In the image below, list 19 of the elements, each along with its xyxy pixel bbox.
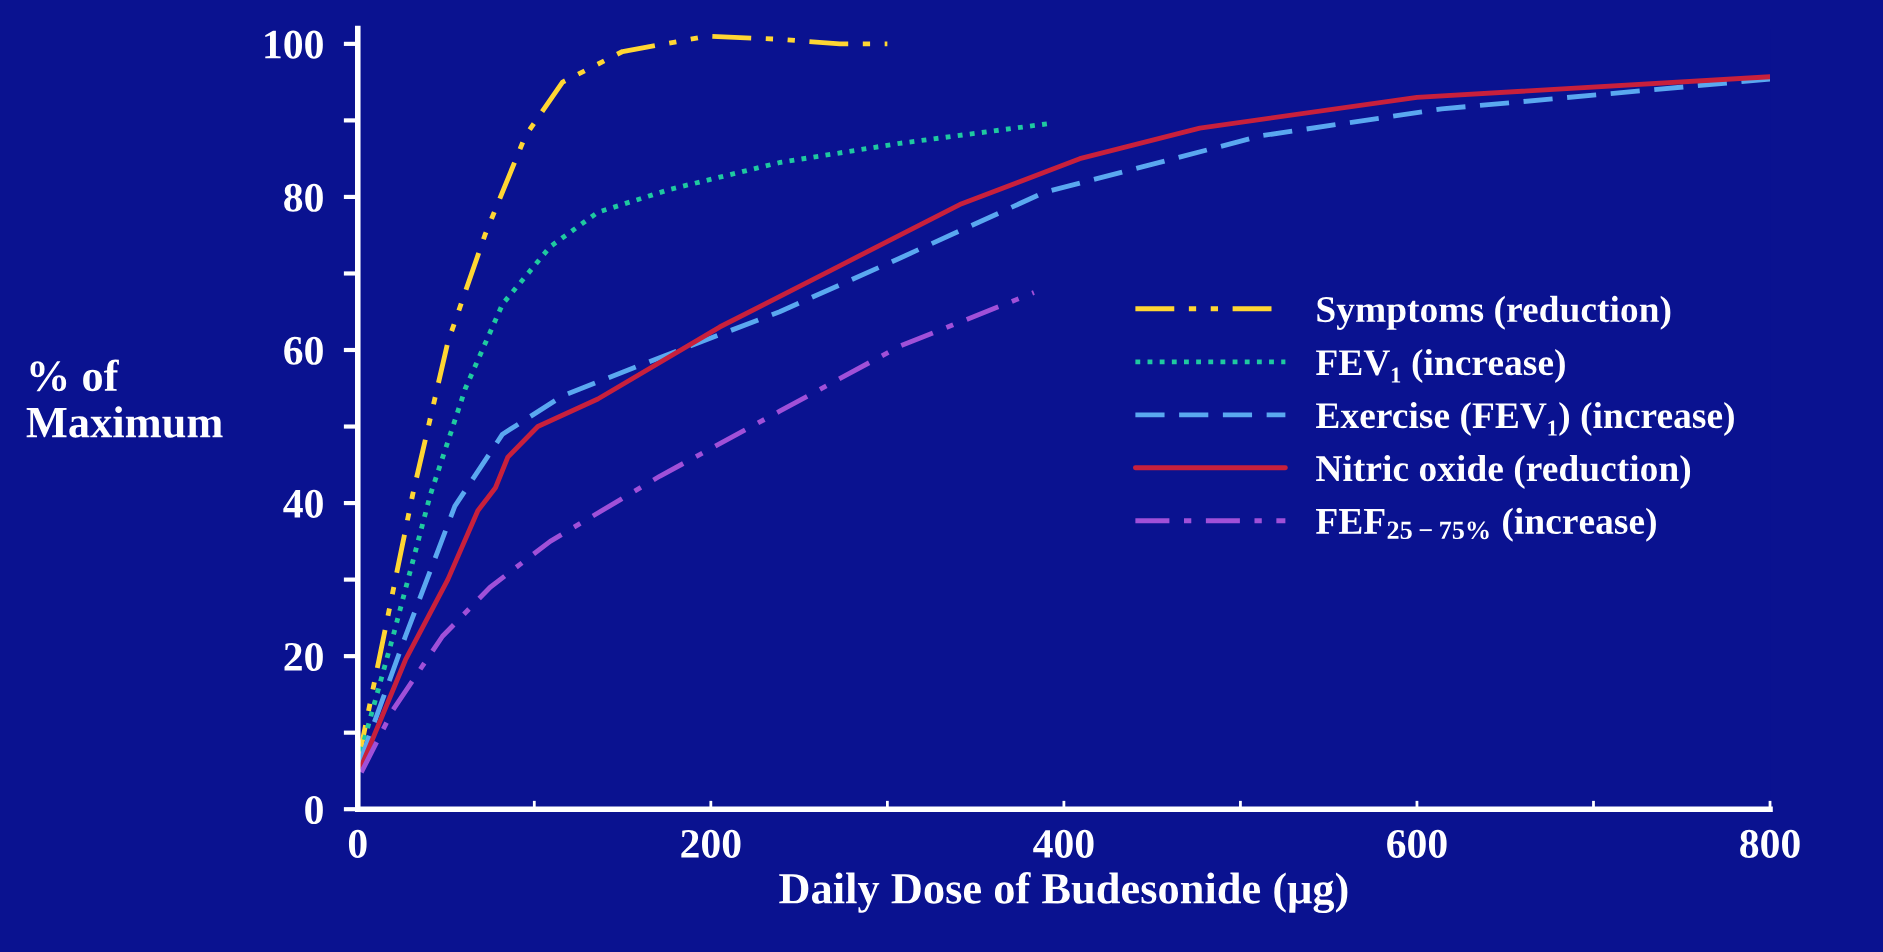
legend-label: FEV₁ (increase) bbox=[1316, 348, 1565, 383]
line-series bbox=[358, 290, 1037, 775]
x-tick-label: 400 bbox=[1033, 829, 1094, 858]
y-tick-label: 60 bbox=[284, 336, 323, 365]
x-axis-title: Daily Dose of Budesonide (μg) bbox=[779, 871, 1348, 914]
legend-label: FEF$_{25−75%}$ (increase) bbox=[1316, 507, 1656, 542]
x-tick-label: 200 bbox=[681, 829, 741, 858]
x-tick-label: 600 bbox=[1387, 829, 1447, 858]
legend-label: Exercise (FEV₁) (increase) bbox=[1316, 401, 1734, 436]
y-axis-title: % of Maximum bbox=[26, 359, 223, 438]
y-tick-label: 80 bbox=[284, 183, 323, 212]
y-tick-label: 20 bbox=[284, 642, 323, 671]
x-tick-label: 800 bbox=[1740, 829, 1800, 858]
y-tick-label: 100 bbox=[265, 30, 323, 59]
legend-label: Nitric oxide (reduction) bbox=[1316, 454, 1691, 489]
y-tick-label: 40 bbox=[283, 489, 323, 518]
y-tick-label: 0 bbox=[305, 795, 323, 825]
x-tick-label: 0 bbox=[348, 829, 367, 858]
legend-label: Symptoms (reduction) bbox=[1317, 295, 1671, 330]
